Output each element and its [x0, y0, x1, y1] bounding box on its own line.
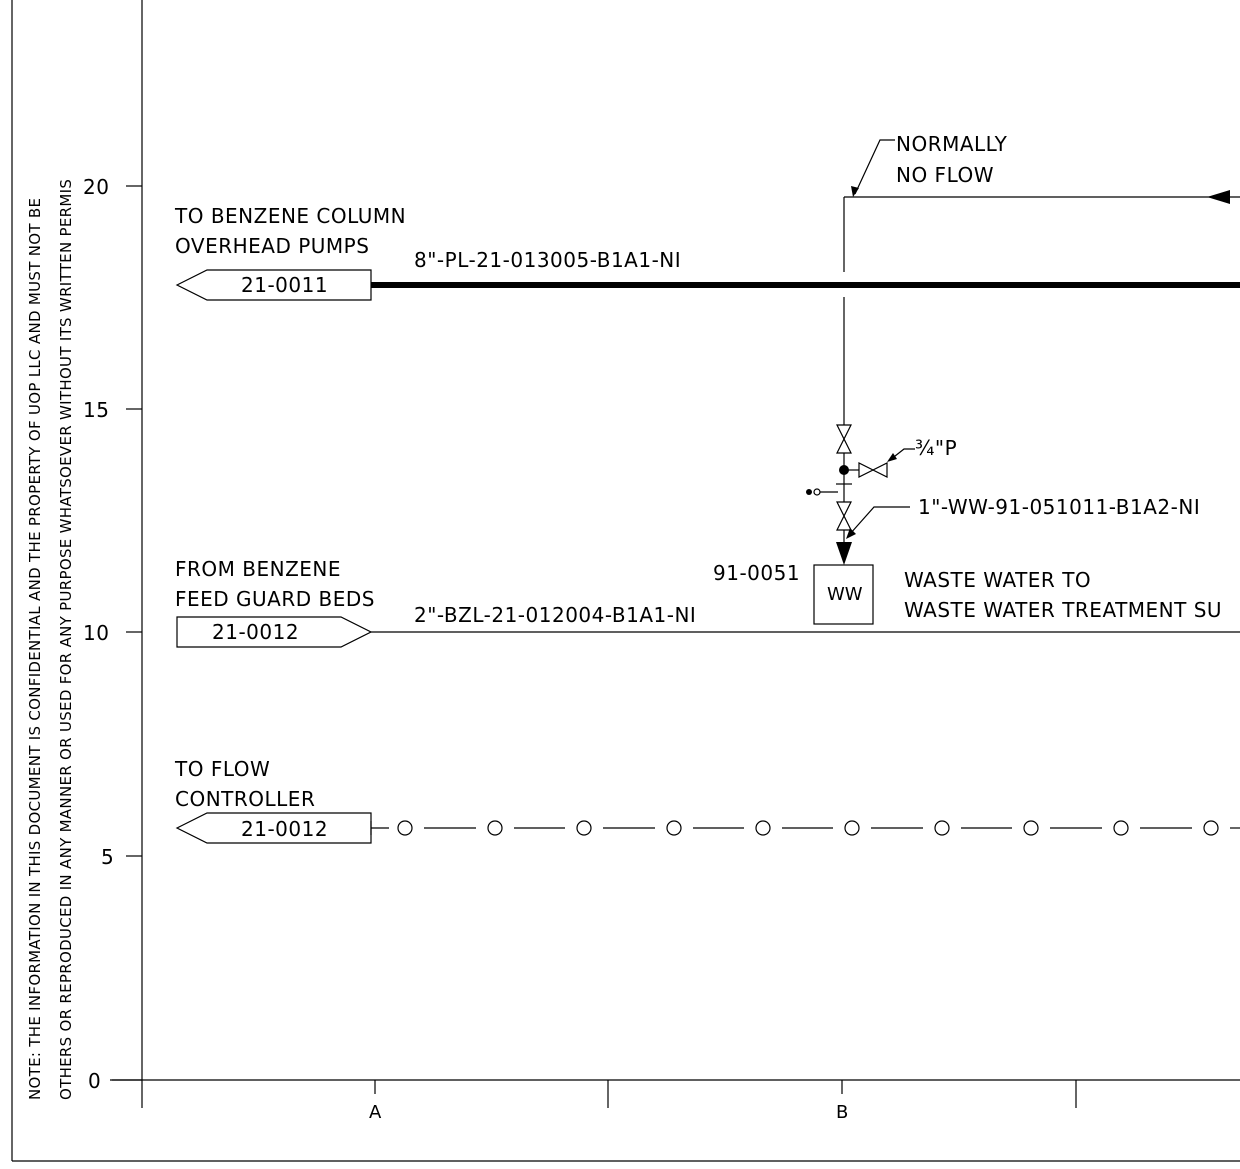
y-tick-15: 15 — [83, 398, 109, 422]
offpage-connector-21-0012-feed — [176, 616, 373, 648]
x-tick-a: A — [369, 1102, 382, 1123]
ww-desc-line-1: WASTE WATER TO — [904, 568, 1091, 592]
signal-bubble-icon — [844, 820, 860, 836]
x-scale: A B — [141, 1080, 1077, 1123]
signal-bubble-icon — [1203, 820, 1219, 836]
pneumatic-signal-line — [371, 820, 1240, 836]
fc-dest-line-2: CONTROLLER — [175, 787, 315, 811]
overhead-line-spec: 8"-PL-21-013005-B1A1-NI — [414, 248, 681, 272]
vent-leader-arrow-icon — [887, 453, 897, 462]
vent-spec-label: ¾"P — [915, 436, 957, 460]
ww-desc-line-2: WASTE WATER TREATMENT SU — [904, 598, 1222, 622]
fc-dest-line-1: TO FLOW — [174, 757, 270, 781]
y-scale: 0 5 10 15 20 — [83, 175, 142, 1093]
normally-label: NORMALLY — [896, 132, 1008, 156]
y-tick-5: 5 — [101, 845, 114, 869]
normally-no-flow-line: NORMALLY NO FLOW — [843, 132, 1240, 272]
vent-valve-icon — [858, 462, 888, 478]
benzene-overhead-line: TO BENZENE COLUMN OVERHEAD PUMPS 21-0011… — [174, 204, 1240, 301]
y-tick-0: 0 — [88, 1069, 101, 1093]
confidentiality-note: NOTE: THE INFORMATION IN THIS DOCUMENT I… — [26, 179, 75, 1100]
drain-assembly: ¾"P 1"-WW-91-051011-B1A2-NI — [806, 297, 1200, 565]
overhead-dest-line-2: OVERHEAD PUMPS — [175, 234, 369, 258]
ww-tank-tag: 91-0051 — [713, 561, 800, 585]
signal-bubble-icon — [487, 820, 503, 836]
ww-tank: WW 91-0051 WASTE WATER TO WASTE WATER TR… — [713, 561, 1222, 625]
benzene-feed-line: FROM BENZENE FEED GUARD BEDS 21-0012 2"-… — [175, 557, 1240, 648]
signal-bubble-icon — [755, 820, 771, 836]
feed-connector-label: 21-0012 — [212, 620, 299, 644]
signal-bubble-icon — [1113, 820, 1129, 836]
flow-arrow-icon — [1207, 190, 1230, 204]
x-tick-b: B — [836, 1102, 848, 1123]
signal-bubble-icon — [397, 820, 413, 836]
overhead-connector-label: 21-0011 — [241, 273, 328, 297]
feed-source-line-1: FROM BENZENE — [175, 557, 341, 581]
fc-connector-label: 21-0012 — [241, 817, 328, 841]
ww-line-spec: 1"-WW-91-051011-B1A2-NI — [918, 495, 1200, 519]
note-line-1: NOTE: THE INFORMATION IN THIS DOCUMENT I… — [26, 198, 44, 1100]
signal-bubble-icon — [934, 820, 950, 836]
signal-bubble-icon — [1023, 820, 1039, 836]
ww-tank-box — [813, 564, 874, 625]
signal-bubble-icon — [576, 820, 592, 836]
ww-leader-arrow-icon — [846, 528, 856, 539]
drawing-border — [11, 0, 1240, 1162]
overhead-dest-line-1: TO BENZENE COLUMN — [174, 204, 406, 228]
flow-controller-signal: TO FLOW CONTROLLER 21-0012 — [174, 757, 1240, 844]
gate-valve-icon — [836, 424, 852, 454]
y-tick-20: 20 — [83, 175, 109, 199]
no-flow-label: NO FLOW — [896, 163, 994, 187]
drain-gate-valve-icon — [836, 501, 852, 531]
sample-point-icon — [806, 489, 812, 495]
feed-line-spec: 2"-BZL-21-012004-B1A1-NI — [414, 603, 696, 627]
ww-tank-label: WW — [827, 584, 863, 605]
note-line-2: OTHERS OR REPRODUCED IN ANY MANNER OR US… — [57, 179, 75, 1100]
signal-bubble-icon — [666, 820, 682, 836]
drain-arrow-icon — [836, 542, 852, 565]
y-tick-10: 10 — [83, 621, 109, 645]
leader-arrow-icon — [851, 186, 859, 197]
feed-source-line-2: FEED GUARD BEDS — [175, 587, 375, 611]
